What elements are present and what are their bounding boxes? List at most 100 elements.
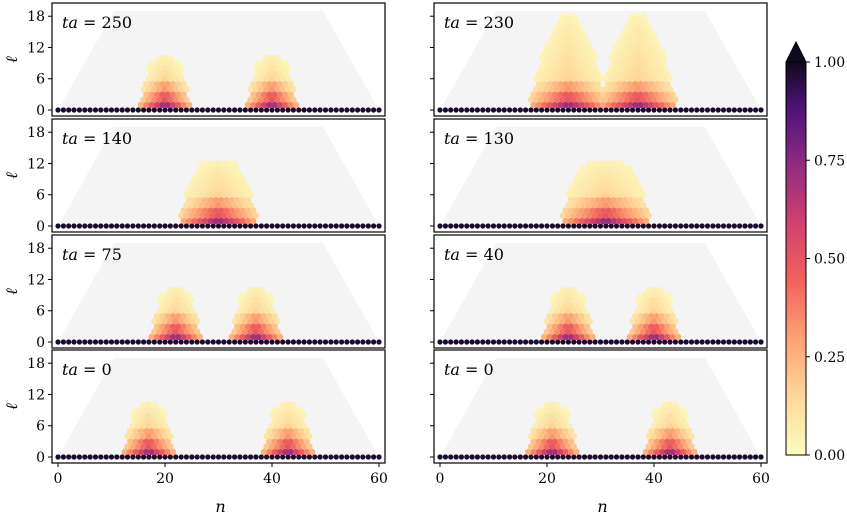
lattice-site: [678, 223, 684, 229]
lattice-site: [151, 223, 157, 229]
lattice-site: [215, 212, 222, 219]
lattice-site: [260, 80, 268, 88]
lattice-site: [621, 59, 628, 67]
lattice-site: [667, 454, 673, 460]
lattice-site: [543, 443, 551, 450]
lattice-site: [279, 96, 286, 103]
lattice-site: [159, 323, 166, 330]
lattice-site: [204, 160, 211, 167]
lattice-site: [191, 175, 198, 183]
lattice-site: [554, 433, 561, 440]
lattice-site: [650, 65, 658, 72]
lattice-site: [682, 433, 690, 440]
lattice-site: [180, 333, 187, 340]
lattice-site: [664, 417, 671, 424]
lattice-site: [637, 91, 644, 98]
lattice-site: [581, 307, 588, 314]
lattice-site: [758, 107, 764, 113]
lattice-site: [586, 212, 593, 219]
lattice-site: [276, 417, 284, 424]
lattice-site: [365, 339, 371, 345]
lattice-site: [205, 454, 211, 460]
lattice-site: [164, 448, 171, 455]
lattice-site: [151, 339, 157, 345]
lattice-site: [570, 202, 577, 209]
lattice-site: [296, 223, 302, 229]
lattice-site: [507, 107, 513, 113]
lattice-site: [204, 170, 211, 178]
lattice-site: [161, 54, 169, 62]
lattice-site: [271, 312, 278, 320]
lattice-site: [301, 339, 307, 345]
lattice-site: [570, 212, 577, 219]
lattice-site: [448, 107, 454, 113]
lattice-site: [143, 427, 150, 435]
lattice-site: [244, 312, 252, 320]
lattice-site: [608, 96, 615, 103]
lattice-site: [575, 23, 583, 30]
lattice-site: [263, 443, 270, 450]
lattice-site: [528, 223, 534, 229]
lattice-site: [613, 181, 620, 188]
lattice-site: [565, 454, 572, 460]
lattice-site: [618, 33, 626, 41]
lattice-site: [169, 59, 177, 67]
lattice-site: [143, 438, 150, 445]
lattice-site: [156, 96, 163, 103]
lattice-site: [215, 181, 222, 188]
lattice-site: [578, 207, 585, 214]
lattice-site: [173, 107, 179, 113]
lattice-site: [634, 191, 642, 198]
lattice-site: [185, 101, 193, 109]
lattice-site: [210, 202, 217, 209]
lattice-site: [285, 107, 291, 113]
lattice-site: [653, 91, 660, 98]
lattice-site: [480, 107, 486, 113]
colorbar: 0.000.250.500.751.00: [785, 40, 845, 464]
lattice-site: [263, 318, 270, 325]
lattice-site: [201, 217, 209, 224]
lattice-site: [619, 454, 625, 460]
lattice-site: [597, 86, 604, 93]
lattice-site: [538, 65, 545, 72]
lattice-site: [169, 333, 177, 340]
lattice-site: [658, 323, 666, 330]
lattice-site: [640, 65, 647, 72]
lattice-site: [543, 54, 551, 62]
lattice-site: [271, 448, 278, 455]
lattice-site: [581, 54, 588, 62]
lattice-site: [648, 427, 655, 435]
lattice-site: [295, 422, 302, 429]
lattice-site: [602, 96, 610, 103]
lattice-site: [694, 107, 700, 113]
lattice-site: [167, 328, 174, 335]
lattice-site: [172, 65, 179, 72]
lattice-site: [602, 170, 610, 178]
lattice-site: [575, 44, 583, 51]
lattice-site: [567, 217, 575, 224]
lattice-site: [634, 307, 642, 314]
lattice-site: [565, 307, 572, 314]
lattice-site: [648, 312, 655, 320]
lattice-site: [167, 433, 174, 440]
lattice-site: [642, 312, 650, 320]
lattice-site: [565, 96, 572, 103]
lattice-site: [140, 433, 147, 440]
lattice-site: [333, 223, 339, 229]
lattice-site: [653, 417, 660, 424]
lattice-site: [453, 339, 459, 345]
lattice-site: [616, 186, 623, 193]
lattice-site: [551, 333, 559, 340]
lattice-site: [573, 49, 580, 56]
lattice-site: [266, 427, 273, 435]
lattice-site: [618, 170, 626, 178]
lattice-site: [559, 318, 567, 325]
lattice-site: [678, 339, 684, 345]
lattice-site: [279, 75, 286, 82]
lattice-site: [124, 107, 131, 113]
lattice-site: [664, 91, 671, 98]
lattice-site: [589, 333, 596, 340]
lattice-site: [661, 54, 668, 62]
lattice-site: [172, 318, 179, 325]
